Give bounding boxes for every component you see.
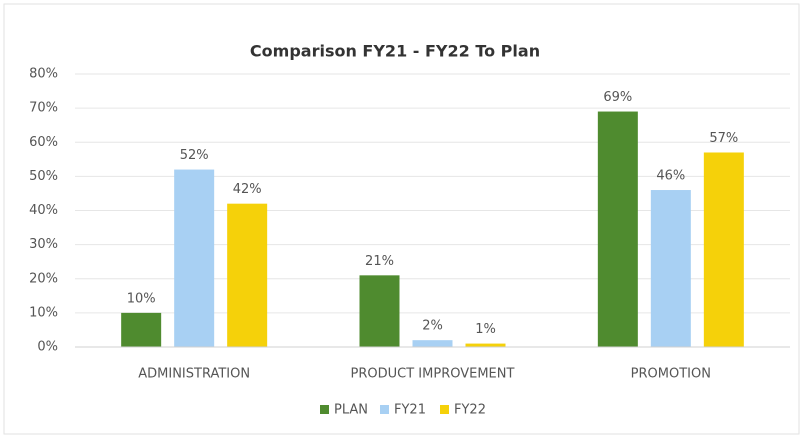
chart-title: Comparison FY21 - FY22 To Plan [250,42,540,61]
data-label: 57% [709,131,738,146]
x-tick-label: PROMOTION [631,367,711,382]
x-tick-label: PRODUCT IMPROVEMENT [351,367,515,382]
data-label: 2% [422,319,443,334]
y-tick-label: 10% [29,305,58,320]
bar [703,152,744,347]
bar [650,190,691,347]
data-label: 69% [603,90,632,105]
bar [227,203,268,347]
y-tick-label: 80% [29,67,58,82]
y-tick-label: 70% [29,101,58,116]
y-tick-label: 60% [29,135,58,150]
x-tick-label: ADMINISTRATION [138,367,250,382]
y-tick-label: 50% [29,169,58,184]
data-label: 21% [365,254,394,269]
bar [121,312,162,347]
bar [412,340,453,347]
bar [597,111,638,347]
data-label: 52% [180,148,209,163]
legend-label: FY21 [394,403,426,418]
legend-label: PLAN [334,403,368,418]
data-label: 10% [127,291,156,306]
y-tick-label: 40% [29,203,58,218]
legend-label: FY22 [454,403,486,418]
y-tick-label: 30% [29,237,58,252]
y-tick-label: 0% [37,340,58,355]
bar [174,169,215,347]
bar [359,275,400,347]
data-label: 46% [656,169,685,184]
data-label: 1% [475,322,496,337]
legend-swatch [380,405,389,414]
legend-swatch [440,405,449,414]
legend-swatch [320,405,329,414]
bar [465,343,506,347]
data-label: 42% [233,182,262,197]
y-tick-label: 20% [29,271,58,286]
